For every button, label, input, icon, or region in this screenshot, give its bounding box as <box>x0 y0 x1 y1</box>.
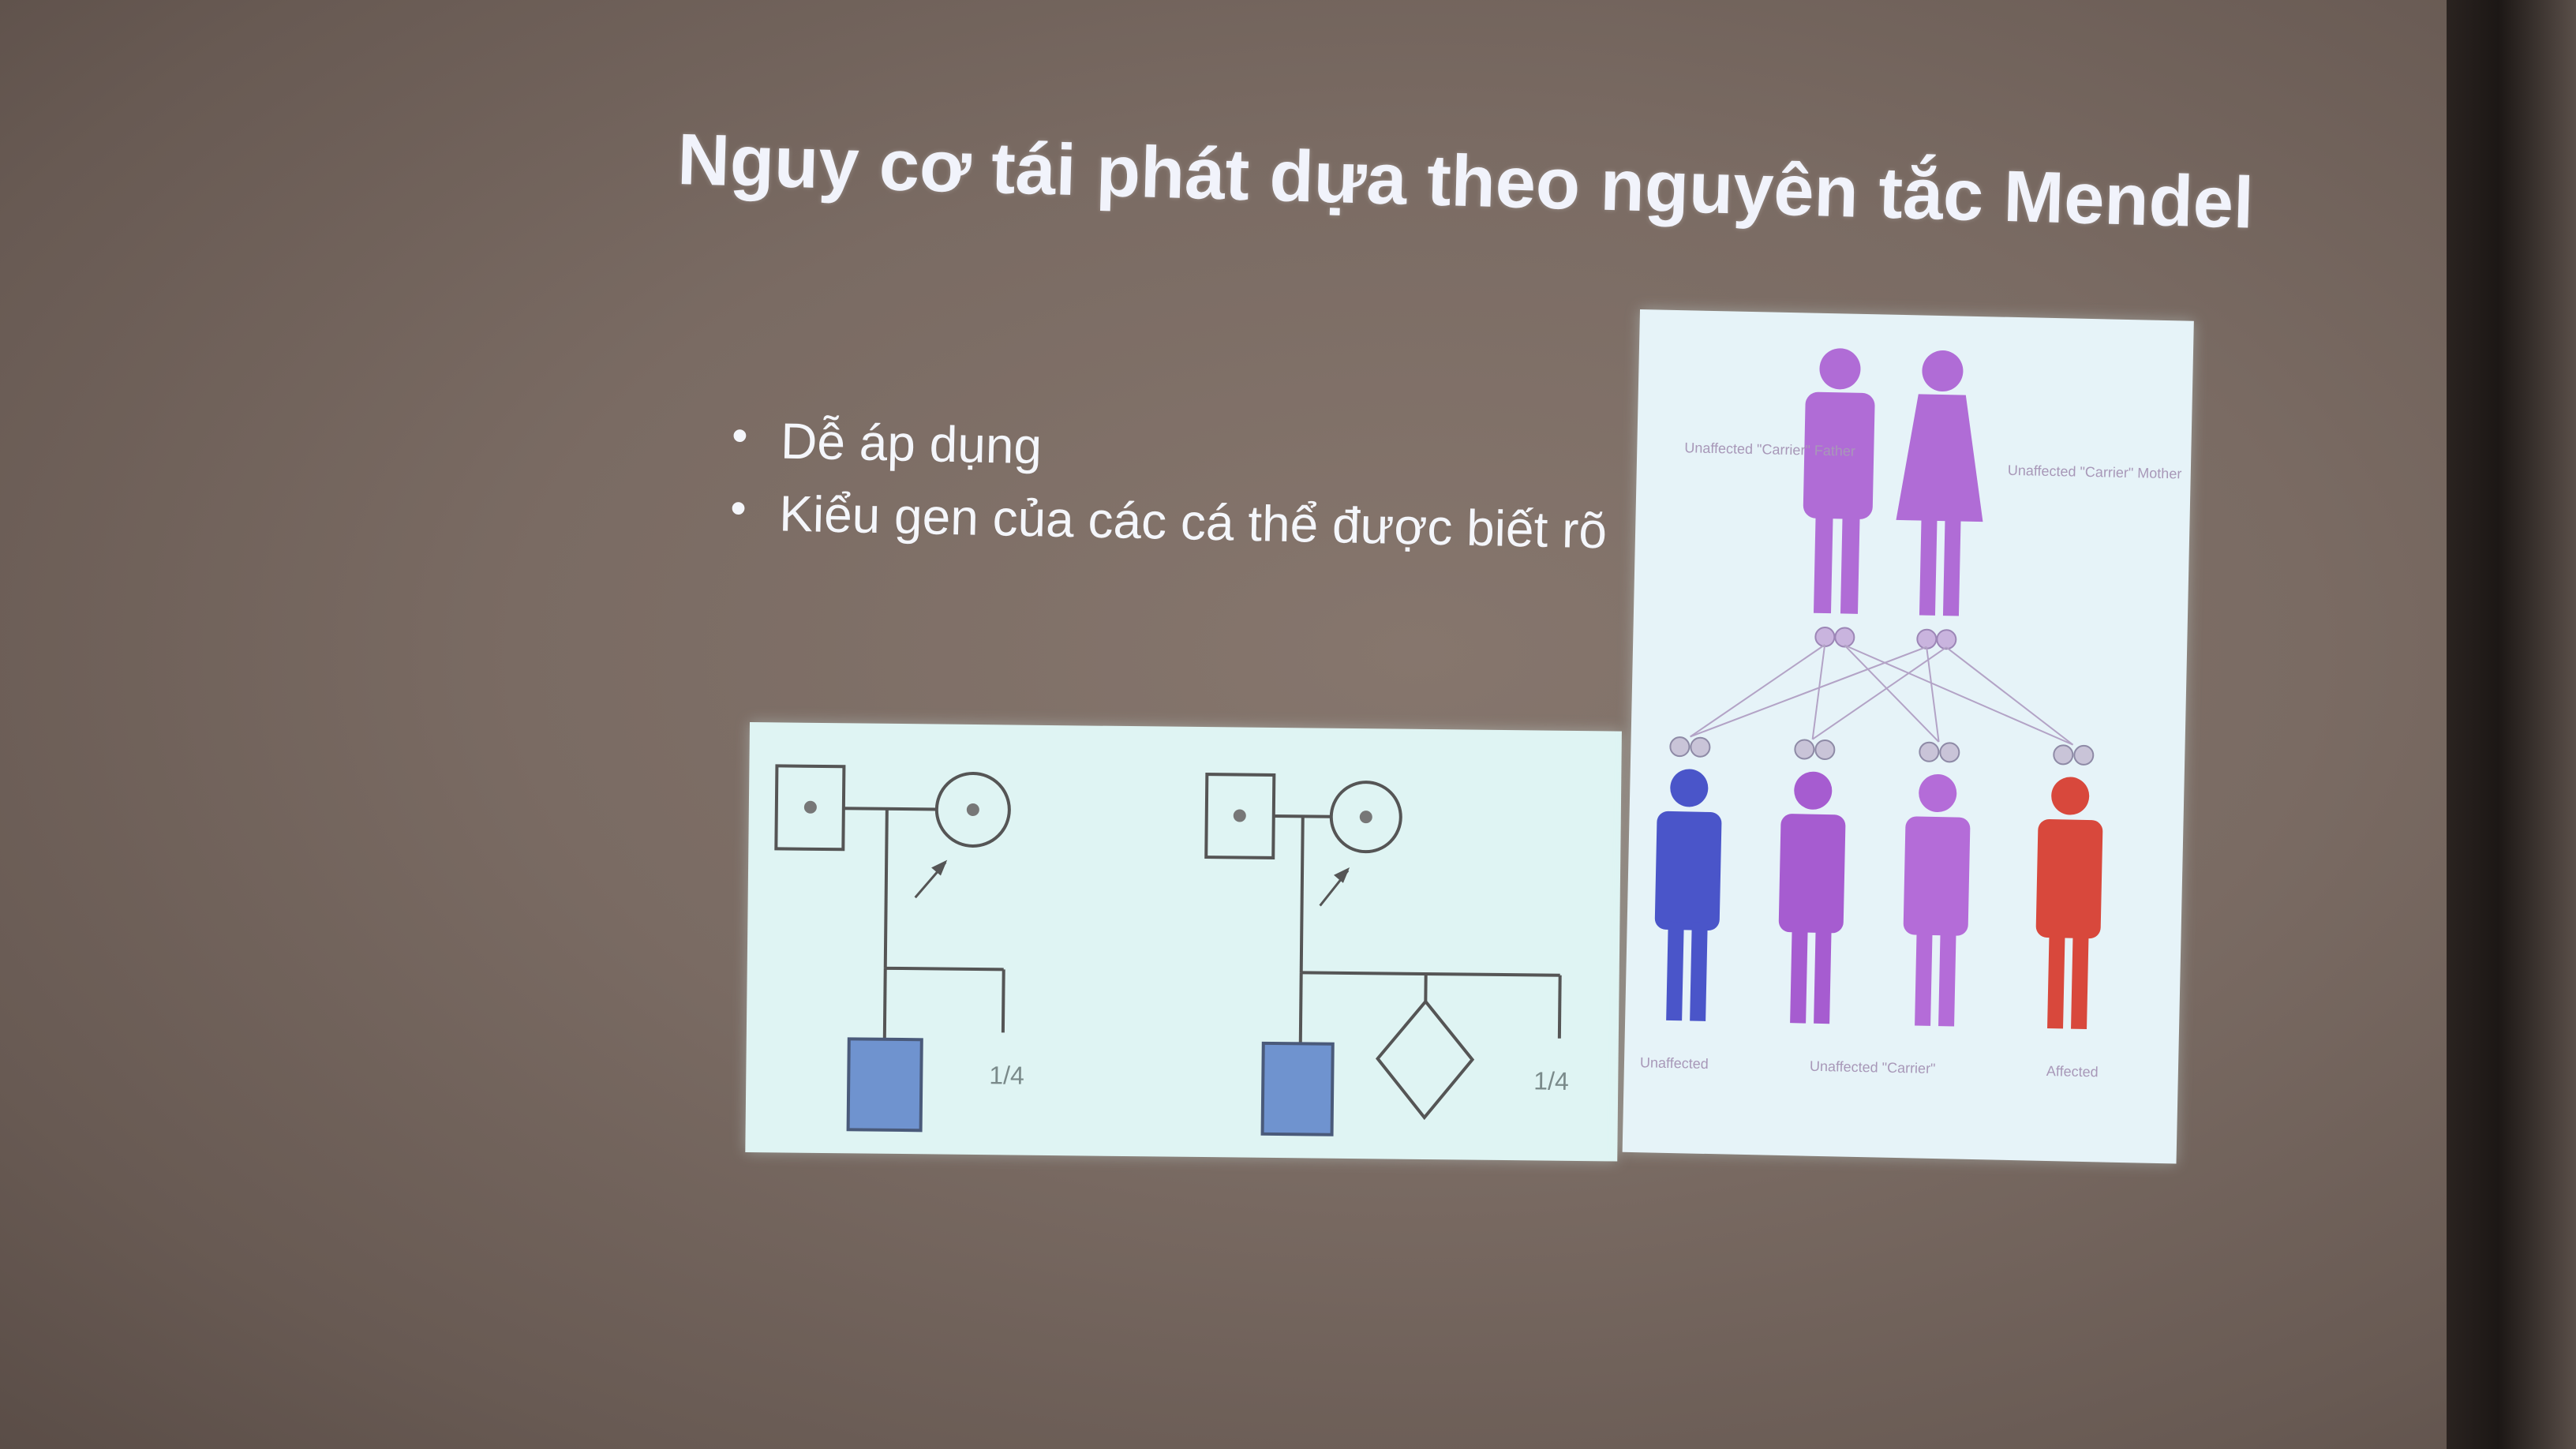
offspring-carrier-2 <box>1903 774 1971 1027</box>
offspring-carrier-1 <box>1778 771 1846 1024</box>
carrier-dot <box>1233 809 1246 822</box>
unknown-sex-diamond <box>1375 998 1475 1121</box>
carrier-dot <box>1359 811 1372 824</box>
offspring-affected <box>2035 777 2103 1030</box>
pedigree-panel: 1/4 1/4 <box>745 722 1622 1162</box>
child-drop <box>882 968 887 1039</box>
offspring-label: Affected <box>2046 1063 2099 1080</box>
mother-figure <box>1896 350 1983 616</box>
head <box>1922 350 1964 392</box>
offspring-label: Unaffected <box>1640 1054 1709 1072</box>
carrier-dot <box>803 800 817 814</box>
inheritance-figure-panel: Unaffected "Carrier" Father Unaffected "… <box>1622 309 2194 1164</box>
pedigree-diagram: 1/4 1/4 <box>774 764 1569 1136</box>
sibship-line <box>1301 971 1560 977</box>
descent-line <box>1299 816 1305 973</box>
probability-label: 1/4 <box>989 1061 1024 1089</box>
mating-line <box>843 807 937 811</box>
proband-arrowhead <box>1334 867 1350 883</box>
leg <box>1919 516 1938 616</box>
descent-line <box>883 808 889 968</box>
leg <box>1813 510 1833 614</box>
sibship-drop <box>1557 975 1562 1039</box>
mother-carrier-circle <box>1329 781 1402 854</box>
offspring-gametes <box>1669 736 2095 766</box>
father-carrier-square <box>774 764 846 852</box>
affected-son-square <box>1260 1041 1335 1136</box>
parent-gametes <box>1814 626 1957 650</box>
projection-screen-edge <box>2447 0 2576 1449</box>
pedigree-2: 1/4 <box>1204 773 1569 1136</box>
dress <box>1896 394 1983 522</box>
mother-carrier-circle <box>934 771 1011 848</box>
mother-label: Unaffected "Carrier" Mother <box>2008 462 2182 482</box>
pedigree-1: 1/4 <box>774 764 1024 1133</box>
inheritance-figure: Unaffected "Carrier" Father Unaffected "… <box>1640 348 2182 1080</box>
probability-label: 1/4 <box>1533 1066 1569 1095</box>
leg <box>1840 511 1860 614</box>
father-label: Unaffected "Carrier" Father <box>1684 440 1855 459</box>
offspring-unaffected <box>1654 769 1722 1021</box>
bullet-item: Kiểu gen của các cá thể được biết rõ <box>724 483 1608 560</box>
sibship-line <box>885 966 1004 972</box>
torso <box>1803 391 1875 519</box>
bullet-list: Dễ áp dụng Kiểu gen của các cá thể được … <box>723 410 1608 574</box>
carrier-dot <box>966 803 979 816</box>
proband-arrowhead <box>931 859 948 876</box>
sibship-drop <box>1001 969 1005 1033</box>
cross-lines <box>1690 644 2074 746</box>
leg <box>1942 517 1961 616</box>
head <box>1819 348 1861 390</box>
offspring-label: Unaffected "Carrier" <box>1810 1058 1936 1076</box>
father-figure <box>1803 348 1875 614</box>
affected-son-square <box>846 1037 923 1133</box>
